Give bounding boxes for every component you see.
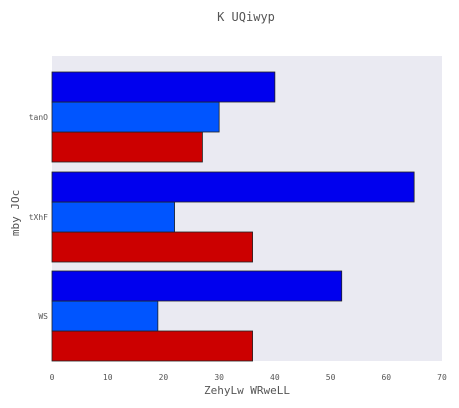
bar-tXhF-s1 bbox=[51, 201, 175, 233]
bar-WS-s0 bbox=[51, 330, 253, 362]
x-tick-labels: 0 10 20 30 40 50 60 70 bbox=[50, 373, 447, 382]
y-axis-label: mby JOc bbox=[9, 190, 22, 236]
bar-tanO-s0 bbox=[51, 131, 203, 163]
y-tick-label: tanO bbox=[29, 113, 48, 122]
bar-tanO-s1 bbox=[51, 101, 220, 133]
x-tick-label: 10 bbox=[103, 373, 113, 382]
chart-title: K UQiwyp bbox=[217, 10, 275, 24]
bar-tanO-s2 bbox=[51, 71, 276, 103]
bar-tXhF-s0 bbox=[51, 231, 253, 263]
x-tick-label: 60 bbox=[381, 373, 391, 382]
x-tick-label: 50 bbox=[326, 373, 336, 382]
x-tick-label: 20 bbox=[159, 373, 169, 382]
x-tick-label: 30 bbox=[214, 373, 224, 382]
x-tick-label: 0 bbox=[50, 373, 55, 382]
bar-WS-s1 bbox=[51, 300, 159, 332]
y-tick-label: WS bbox=[38, 312, 48, 321]
y-tick-labels: WS tXhF tanO bbox=[29, 113, 48, 321]
x-tick-label: 70 bbox=[437, 373, 447, 382]
x-tick-label: 40 bbox=[270, 373, 280, 382]
y-tick-label: tXhF bbox=[29, 213, 48, 222]
bars-group bbox=[51, 71, 415, 362]
bar-WS-s2 bbox=[51, 270, 343, 302]
bar-tXhF-s2 bbox=[51, 171, 415, 203]
x-axis-label: ZehyLw WRweLL bbox=[204, 384, 290, 397]
